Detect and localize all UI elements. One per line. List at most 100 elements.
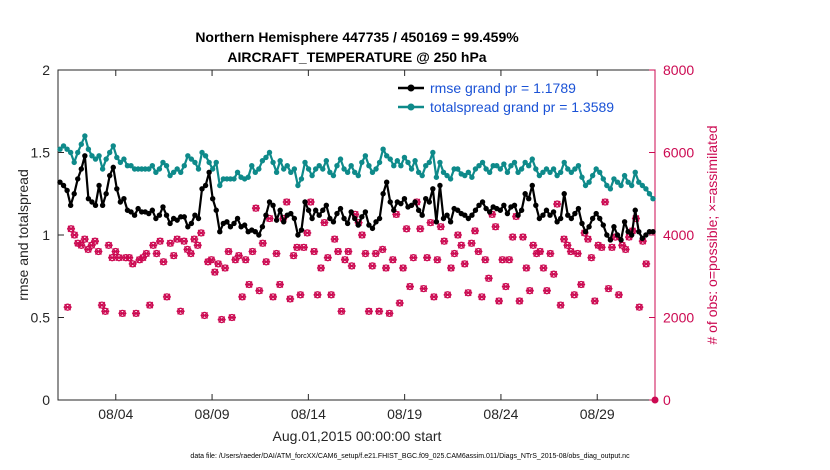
obs-assimilated-point	[313, 291, 322, 299]
rmse-point	[540, 212, 546, 218]
obs-assimilated-point	[498, 256, 507, 264]
legend-spread-label: totalspread grand pr = 1.3589	[430, 99, 614, 115]
totalspread-point	[312, 166, 319, 172]
totalspread-point	[650, 196, 656, 202]
obs-assimilated-point	[402, 225, 411, 233]
obs-assimilated-point	[560, 235, 569, 243]
rmse-series	[57, 153, 656, 243]
rmse-point	[486, 209, 493, 215]
totalspread-point	[85, 146, 92, 152]
totalspread-point	[305, 166, 312, 172]
totalspread-point	[412, 158, 418, 164]
rmse-point	[195, 215, 202, 222]
rmse-point	[202, 182, 209, 189]
plot-area	[57, 69, 656, 401]
obs-assimilated-point	[471, 227, 480, 235]
rmse-point	[483, 205, 489, 212]
obs-assimilated-point	[241, 256, 250, 264]
obs-assimilated-point	[426, 219, 435, 227]
totalspread-point	[284, 163, 290, 169]
totalspread-point	[447, 176, 454, 182]
y2-tick-label: 6000	[663, 145, 694, 161]
obs-assimilated-point	[186, 250, 195, 258]
totalspread-point	[67, 149, 74, 156]
rmse-point	[526, 196, 532, 202]
obs-assimilated-point	[409, 254, 418, 262]
rmse-point	[469, 212, 475, 218]
totalspread-point	[146, 166, 152, 172]
y-tick-label: 1.5	[31, 145, 51, 161]
rmse-point	[444, 212, 450, 218]
rmse-point	[636, 229, 642, 235]
obs-assimilated-point	[132, 309, 141, 317]
rmse-point	[60, 182, 67, 189]
rmse-point	[352, 215, 358, 222]
rmse-point	[561, 191, 567, 197]
obs-assimilated-point	[245, 281, 254, 288]
obs-assimilated-point	[337, 307, 346, 315]
rmse-point	[518, 207, 525, 213]
rmse-point	[597, 215, 603, 222]
obs-assimilated-point	[556, 301, 565, 309]
rmse-point	[224, 219, 230, 225]
totalspread-point	[302, 159, 308, 166]
totalspread-point	[476, 163, 482, 169]
obs-assimilated-point	[494, 297, 503, 305]
totalspread-point	[160, 159, 166, 166]
rmse-point	[383, 179, 390, 185]
totalspread-point	[540, 169, 546, 175]
obs-assimilated-point	[91, 237, 100, 245]
totalspread-point	[600, 176, 606, 182]
rmse-point	[504, 210, 511, 217]
totalspread-point	[572, 166, 578, 172]
obs-assimilated-point	[590, 297, 599, 305]
totalspread-point	[82, 133, 88, 139]
x-tick-label: 08/14	[291, 406, 326, 422]
totalspread-point	[60, 143, 67, 149]
rmse-point	[82, 153, 88, 159]
obs-assimilated-point	[607, 243, 616, 251]
obs-assimilated-point	[118, 309, 127, 317]
y-tick-label: 1	[42, 227, 50, 243]
rmse-point	[614, 232, 621, 238]
rmse-point	[185, 224, 191, 230]
rmse-point	[330, 219, 337, 225]
rmse-point	[71, 191, 77, 197]
rmse-point	[181, 214, 187, 220]
obs-assimilated-point	[484, 274, 493, 282]
obs-assimilated-point	[614, 291, 623, 299]
rmse-point	[391, 207, 397, 213]
rmse-point	[621, 219, 628, 225]
totalspread-point	[444, 172, 450, 179]
totalspread-point	[582, 182, 589, 189]
obs-assimilated-point	[193, 241, 202, 249]
totalspread-point	[383, 153, 390, 159]
totalspread-point	[483, 166, 489, 172]
totalspread-point	[621, 172, 628, 179]
chart-title: Northern Hemisphere 447735 / 450169 = 99…	[195, 29, 519, 45]
totalspread-point	[369, 169, 376, 175]
totalspread-point	[181, 163, 187, 169]
obs-assimilated-point	[200, 311, 209, 319]
y2-tick-label: 8000	[663, 62, 694, 78]
obs-assimilated-point	[481, 256, 490, 264]
rmse-point	[586, 224, 592, 230]
totalspread-point	[348, 163, 354, 169]
rmse-point	[117, 199, 124, 205]
x-axis-label: Aug.01,2015 00:00:00 start	[273, 428, 442, 444]
rmse-point	[632, 207, 638, 213]
rmse-point	[455, 207, 461, 213]
obs-assimilated-point	[388, 256, 397, 264]
rmse-point	[217, 229, 223, 235]
obs-assimilated-point	[310, 248, 319, 255]
totalspread-point	[291, 166, 298, 172]
obs-assimilated-point	[323, 254, 332, 262]
obs-assimilated-point	[114, 254, 123, 262]
obs-assimilated-point	[522, 264, 531, 272]
rmse-point	[64, 187, 70, 194]
rmse-point	[192, 212, 198, 218]
obs-assimilated-point	[539, 264, 548, 272]
totalspread-point	[57, 146, 63, 152]
totalspread-point	[362, 153, 369, 159]
